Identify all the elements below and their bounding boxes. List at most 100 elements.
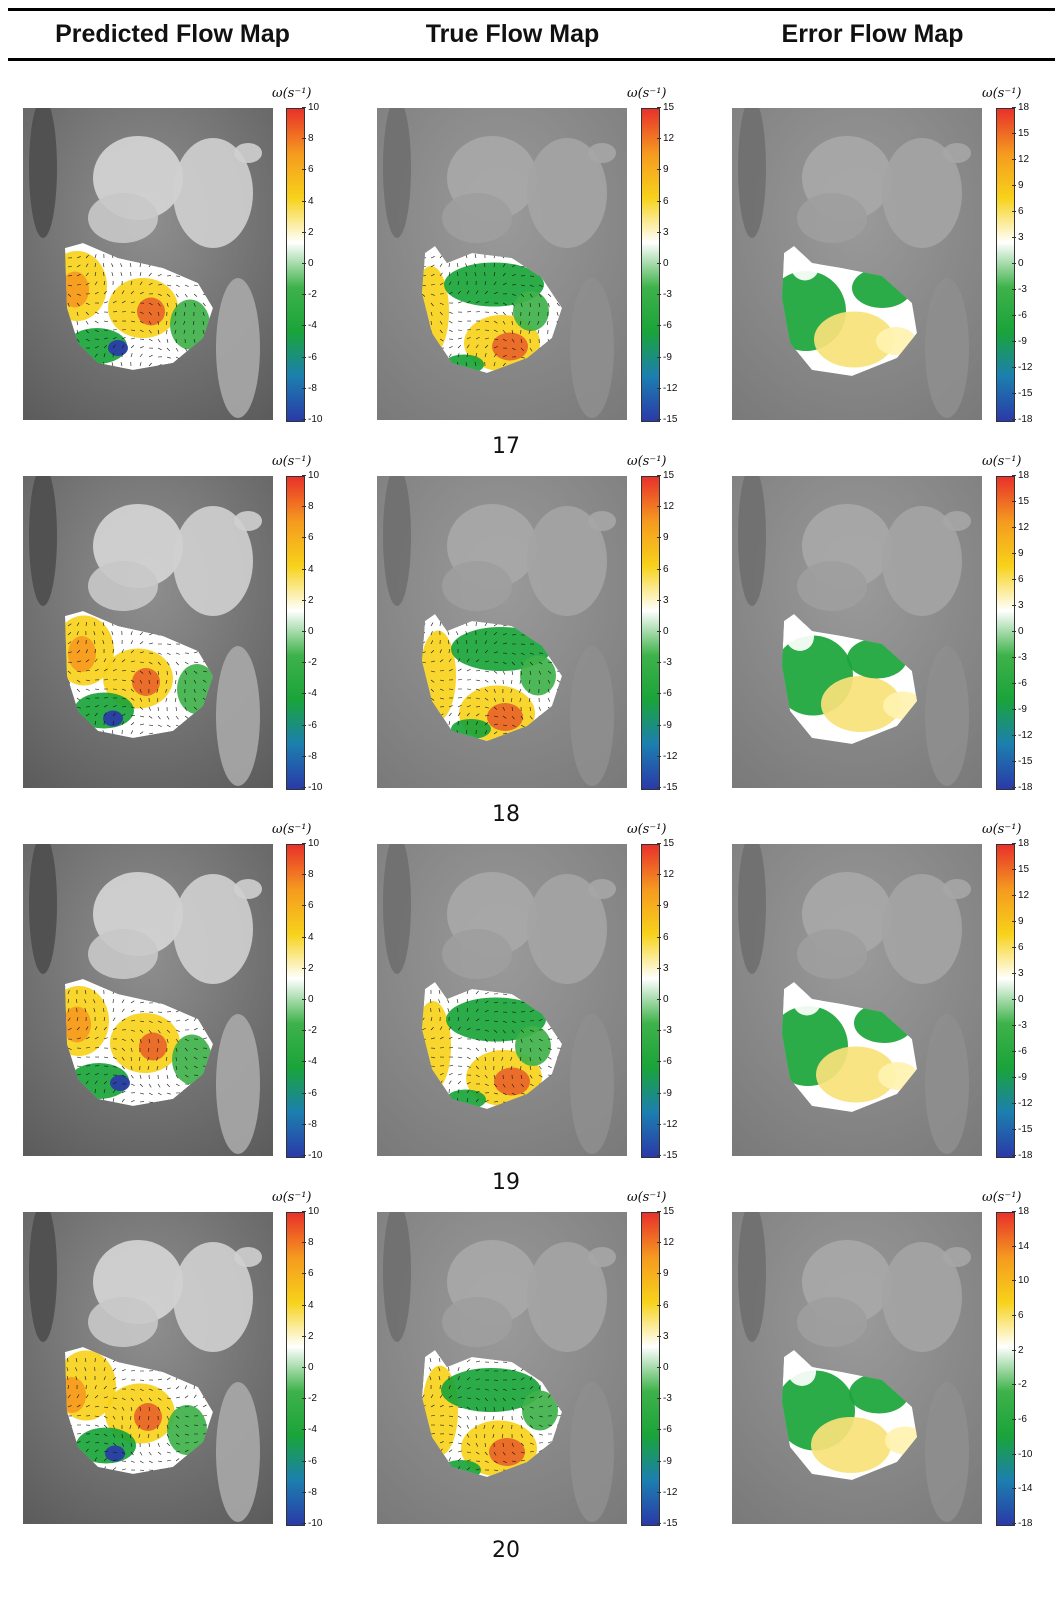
colorbar-true [641,108,660,422]
colorbar-tick-label: 12 [1011,890,1030,901]
flow-map-true-frame-18 [377,476,627,788]
colorbar-unit-label: ω(s⁻¹) [627,86,667,101]
colorbar-tick-label: -6 [302,351,317,363]
colorbar-tick-label: -15 [1011,1124,1033,1135]
colorbar-tick-label: -8 [302,750,317,762]
colorbar-tick-label: -2 [302,289,317,301]
column-title-error: Error Flow Map [781,20,964,48]
colorbar-error [996,844,1015,1158]
colorbar-tick-label: -6 [1012,678,1027,689]
colorbar-tick-label: -4 [302,1424,317,1436]
colorbar-tick-label: 6 [657,563,669,575]
colorbar-unit-label: ω(s⁻¹) [272,86,312,101]
colorbar-tick-label: -12 [1011,730,1033,741]
colorbar-tick-label: -10 [1011,1448,1033,1460]
colorbar-tick-label: 6 [1012,1310,1024,1321]
colorbar-tick-label: 10 [301,102,320,113]
flow-map-error-frame-19 [732,844,982,1156]
colorbar-tick-label: -3 [657,289,672,301]
colorbar-tick-label: -12 [656,382,678,394]
colorbar-tick-label: -6 [657,688,672,700]
colorbar-tick-label: 18 [1011,470,1030,481]
colorbar-tick-label: 6 [302,1268,314,1280]
colorbar-tick-label: -15 [656,414,678,425]
colorbar-error [996,476,1015,790]
colorbar-tick-label: -6 [657,320,672,332]
colorbar-tick-label: 9 [657,900,669,912]
colorbar-tick-label: -6 [1012,310,1027,321]
colorbar-tick-label: 8 [302,869,314,881]
colorbar-error [996,1212,1015,1526]
colorbar-tick-label: 2 [1012,1344,1024,1356]
colorbar-tick-label: 9 [1012,180,1024,191]
colorbar-tick-label: 9 [1012,916,1024,927]
colorbar-tick-label: 0 [1012,258,1024,269]
flow-map-predicted-frame-20 [23,1212,273,1524]
colorbar-tick-label: 0 [302,258,314,269]
colorbar-predicted [286,844,305,1158]
frame-number-label: 20 [492,1538,520,1563]
colorbar-tick-label: 15 [656,470,675,481]
colorbar-tick-label: -9 [657,351,672,363]
colorbar-tick-label: 2 [302,594,314,606]
colorbar-tick-label: 12 [656,1237,675,1249]
colorbar-tick-label: 10 [301,1206,320,1217]
colorbar-tick-label: 15 [656,102,675,113]
colorbar-tick-label: 15 [656,1206,675,1217]
colorbar-tick-label: -12 [1011,1098,1033,1109]
colorbar-tick-label: 3 [1012,968,1024,979]
colorbar-tick-label: 18 [1011,102,1030,113]
colorbar-tick-label: -15 [656,1150,678,1161]
flow-map-true-frame-19 [377,844,627,1156]
colorbar-unit-label: ω(s⁻¹) [982,454,1022,469]
colorbar-tick-label: -2 [302,1025,317,1037]
colorbar-tick-label: 9 [1012,548,1024,559]
colorbar-tick-label: 12 [656,501,675,513]
colorbar-tick-label: 12 [1011,522,1030,533]
colorbar-tick-label: 0 [1012,626,1024,637]
colorbar-true [641,844,660,1158]
colorbar-unit-label: ω(s⁻¹) [627,822,667,837]
colorbar-tick-label: 9 [657,532,669,544]
colorbar-tick-label: 3 [1012,232,1024,243]
column-title-true: True Flow Map [425,20,600,48]
colorbar-unit-label: ω(s⁻¹) [272,822,312,837]
colorbar-tick-label: -9 [1012,1072,1027,1083]
colorbar-tick-label: -8 [302,1486,317,1498]
colorbar-tick-label: 2 [302,1330,314,1342]
colorbar-tick-label: -18 [1011,414,1033,425]
colorbar-tick-label: 9 [657,164,669,176]
colorbar-unit-label: ω(s⁻¹) [982,1190,1022,1205]
flow-map-true-frame-17 [377,108,627,420]
colorbar-tick-label: -18 [1011,1518,1033,1529]
colorbar-tick-label: -3 [1012,284,1027,295]
colorbar-tick-label: -9 [1012,704,1027,715]
colorbar-tick-label: 6 [657,195,669,207]
colorbar-tick-label: 2 [302,226,314,238]
colorbar-tick-label: 0 [657,994,669,1005]
colorbar-tick-label: -8 [302,382,317,394]
colorbar-tick-label: 10 [301,470,320,481]
colorbar-tick-label: 0 [657,258,669,269]
colorbar-tick-label: -15 [1011,388,1033,399]
frame-number-label: 17 [492,434,520,459]
colorbar-tick-label: 4 [302,1299,314,1311]
colorbar-predicted [286,108,305,422]
colorbar-tick-label: -6 [657,1056,672,1068]
colorbar-tick-label: 0 [1012,994,1024,1005]
colorbar-tick-label: 6 [1012,206,1024,217]
colorbar-tick-label: -2 [302,657,317,669]
colorbar-tick-label: -6 [302,719,317,731]
colorbar-tick-label: 8 [302,133,314,145]
colorbar-tick-label: 6 [302,532,314,544]
colorbar-tick-label: -4 [302,688,317,700]
colorbar-tick-label: 6 [1012,942,1024,953]
colorbar-tick-label: 4 [302,195,314,207]
colorbar-tick-label: 14 [1011,1240,1030,1252]
colorbar-unit-label: ω(s⁻¹) [627,1190,667,1205]
colorbar-tick-label: 18 [1011,1206,1030,1217]
colorbar-tick-label: -4 [302,320,317,332]
colorbar-tick-label: 0 [302,994,314,1005]
colorbar-tick-label: 12 [656,869,675,881]
colorbar-tick-label: -3 [657,1393,672,1405]
